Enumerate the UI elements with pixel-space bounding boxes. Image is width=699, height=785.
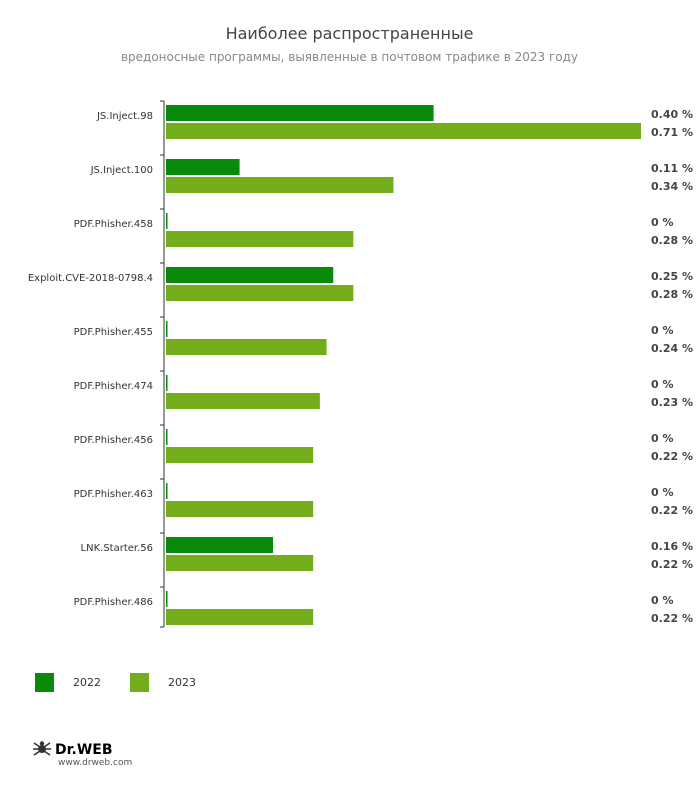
bar-2022 (166, 159, 240, 175)
bar-2022 (166, 321, 168, 337)
value-label-2022: 0.16 % (651, 540, 693, 553)
value-label-2022: 0 % (651, 432, 674, 445)
bar-2023 (166, 177, 394, 193)
legend-item-2022: 2022 (35, 672, 101, 692)
bar-2022 (166, 591, 168, 607)
bar-chart: JS.Inject.98 0.40 % 0.71 % JS.Inject.100 0.1… (28, 100, 693, 628)
value-label-2023: 0.34 % (651, 180, 693, 193)
value-label-2022: 0 % (651, 216, 674, 229)
category-label: JS.Inject.98 (96, 111, 153, 122)
bar-2023 (166, 555, 314, 571)
category-label: PDF.Phisher.486 (74, 597, 153, 608)
category-label: Exploit.CVE-2018-0798.4 (28, 273, 153, 284)
bar-2022 (166, 267, 334, 283)
value-label-2022: 0.11 % (651, 162, 693, 175)
category-label: PDF.Phisher.456 (74, 435, 153, 446)
value-label-2023: 0.71 % (651, 126, 693, 139)
chart-title: Наиболее распространенные (225, 24, 474, 43)
value-label-2022: 0 % (651, 594, 674, 607)
bar-2023 (166, 285, 354, 301)
site-url: www.drweb.com (58, 758, 133, 768)
legend-label-2022: 2022 (73, 675, 101, 689)
value-label-2023: 0.23 % (651, 396, 693, 409)
value-label-2022: 0 % (651, 324, 674, 337)
value-label-2023: 0.22 % (651, 504, 693, 517)
bar-2022 (166, 483, 168, 499)
bar-2022 (166, 213, 168, 229)
legend-swatch-2023 (130, 672, 149, 692)
category-label: PDF.Phisher.455 (74, 327, 153, 338)
bar-2023 (166, 447, 314, 463)
value-label-2022: 0 % (651, 378, 674, 391)
bar-2022 (166, 375, 168, 391)
bar-2023 (166, 231, 354, 247)
drweb-logo: Dr.WEB (32, 739, 132, 763)
value-label-2023: 0.22 % (651, 558, 693, 571)
value-label-2023: 0.22 % (651, 450, 693, 463)
category-label: LNK.Starter.56 (81, 543, 153, 554)
chart-subtitle: вредоносные программы, выявленные в почт… (120, 50, 579, 64)
value-label-2023: 0.24 % (651, 342, 693, 355)
category-label: JS.Inject.100 (90, 165, 153, 176)
bar-2023 (166, 123, 641, 139)
bar-2022 (166, 537, 274, 553)
value-label-2022: 0.40 % (651, 108, 693, 121)
bar-2023 (166, 339, 327, 355)
value-label-2023: 0.22 % (651, 612, 693, 625)
bar-2023 (166, 609, 314, 625)
bar-2023 (166, 393, 320, 409)
value-label-2023: 0.28 % (651, 288, 693, 301)
legend-swatch-2022 (35, 672, 54, 692)
drweb-logo-text: Dr.WEB (55, 742, 113, 758)
value-label-2023: 0.28 % (651, 234, 693, 247)
value-label-2022: 0 % (651, 486, 674, 499)
legend-label-2023: 2023 (168, 675, 196, 689)
bar-2023 (166, 501, 314, 517)
value-label-2022: 0.25 % (651, 270, 693, 283)
bar-2022 (166, 429, 168, 445)
drweb-spider-icon: Dr.WEB (33, 741, 113, 758)
legend-item-2023: 2023 (130, 672, 196, 692)
category-label: PDF.Phisher.474 (74, 381, 153, 392)
category-label: PDF.Phisher.458 (74, 219, 153, 230)
bar-2022 (166, 105, 434, 121)
category-label: PDF.Phisher.463 (74, 489, 153, 500)
